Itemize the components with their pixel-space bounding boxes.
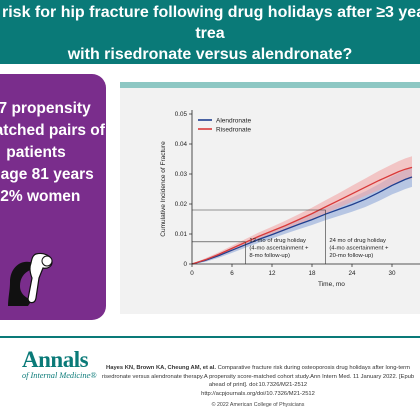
hip-bone-icon — [8, 252, 53, 306]
fracture-chart-svg: 0 0.01 0.02 0.03 0.04 0.05 0 6 12 18 24 30 Time, mo C… — [160, 110, 420, 288]
x-tick-label: 12 — [268, 270, 276, 277]
logo-internal-medicine: of Internal Medicine® — [22, 371, 97, 380]
legend-label-0: Alendronate — [216, 117, 251, 124]
study-question: s the risk for hip fracture following dr… — [2, 4, 420, 63]
annotation-0-reference-line — [192, 241, 246, 264]
x-tick-label: 24 — [348, 270, 356, 277]
y-tick-label: 0.03 — [175, 171, 188, 178]
annotation-1-label: 24 mo of drug holiday — [329, 238, 386, 244]
annotation-0-label: 8-mo follow-up) — [249, 253, 290, 259]
logo-annals: Annals — [22, 347, 89, 372]
population-stats: 077 propensity e-matched pairs of patien… — [0, 98, 106, 208]
stat-pairs-count: 077 propensity — [0, 100, 91, 117]
x-tick-label: 6 — [230, 270, 234, 277]
x-tick-label: 30 — [388, 270, 396, 277]
stat-patients: patients — [6, 144, 66, 161]
annotation-0-label: 12 mo of drug holiday — [249, 238, 306, 244]
annotation-1-label: (4-mo ascertainment + — [329, 246, 389, 252]
x-tick-label: 18 — [308, 270, 316, 277]
x-axis-title: Time, mo — [318, 281, 345, 288]
y-axis-title: Cumulative Incidence of Fracture — [160, 141, 167, 237]
annotation-1-label: 20-mo follow-up) — [329, 253, 373, 259]
y-tick-label: 0 — [183, 261, 187, 268]
series-1-line — [191, 166, 413, 265]
y-tick-label: 0.01 — [175, 231, 188, 238]
citation-authors: Hayes KN, Brown KA, Cheung AM, et al. — [106, 365, 216, 371]
footer-divider — [0, 336, 420, 338]
copyright: © 2022 American College of Physicians — [211, 402, 305, 408]
series-0-line — [191, 176, 413, 265]
y-tick-label: 0.04 — [175, 141, 188, 148]
annotation-1-reference-line — [192, 209, 326, 264]
legend-label-1: Risedronate — [216, 126, 251, 133]
fracture-chart: 0 0.01 0.02 0.03 0.04 0.05 0 6 12 18 24 30 Time, mo C… — [120, 82, 420, 314]
y-tick-label: 0.05 — [175, 111, 188, 118]
citation-url[interactable]: http://acpjournals.org/doi/10.7326/M21-2… — [201, 390, 315, 397]
title-banner: s the risk for hip fracture following dr… — [0, 0, 420, 64]
stat-mean-age: an age 81 years — [0, 166, 94, 183]
citation-text: Comparative fracture risk during osteopo… — [101, 365, 415, 389]
x-tick-label: 0 — [190, 270, 194, 277]
stat-women: 82% women — [0, 188, 81, 205]
population-panel: 077 propensity e-matched pairs of patien… — [0, 74, 106, 320]
stat-matched-pairs: e-matched pairs of — [0, 122, 105, 139]
journal-logo: Annals of Internal Medicine® — [22, 347, 97, 382]
series-1-confidence-band — [192, 156, 412, 264]
citation: Hayes KN, Brown KA, Cheung AM, et al. Co… — [98, 364, 418, 398]
annotation-0-label: (4-mo ascertainment + — [249, 246, 309, 252]
y-tick-label: 0.02 — [175, 201, 188, 208]
